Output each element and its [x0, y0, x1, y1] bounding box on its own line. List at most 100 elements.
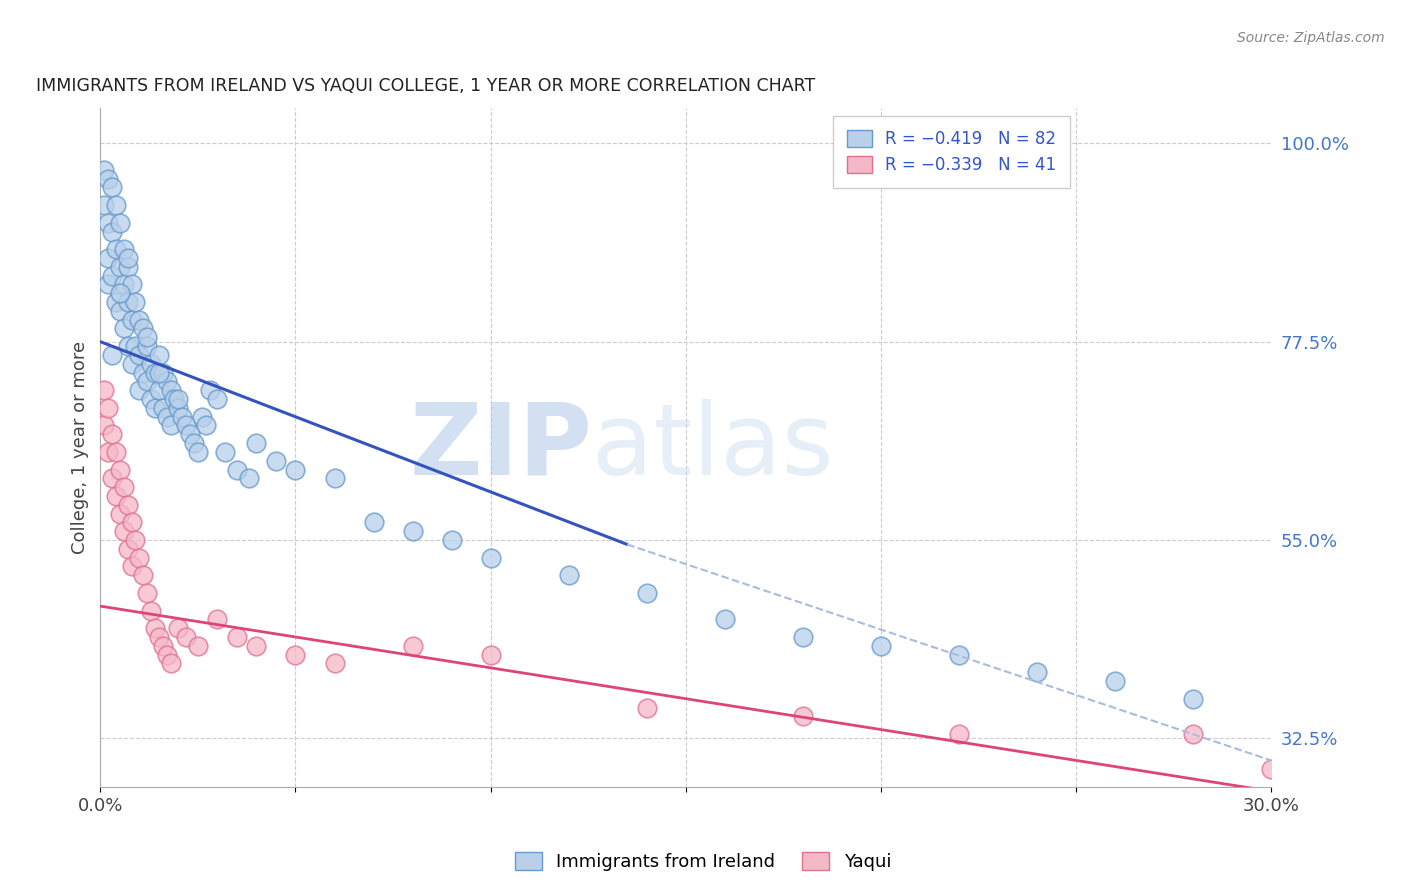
- Point: [132, 321, 155, 335]
- Text: IMMIGRANTS FROM IRELAND VS YAQUI COLLEGE, 1 YEAR OR MORE CORRELATION CHART: IMMIGRANTS FROM IRELAND VS YAQUI COLLEGE…: [37, 78, 815, 95]
- Point: [948, 648, 970, 662]
- Point: [713, 612, 735, 626]
- Point: [121, 516, 143, 530]
- Point: [159, 657, 181, 671]
- Point: [143, 401, 166, 415]
- Point: [121, 312, 143, 326]
- Point: [156, 375, 179, 389]
- Point: [101, 225, 124, 239]
- Point: [198, 383, 221, 397]
- Point: [148, 383, 170, 397]
- Point: [108, 260, 131, 274]
- Point: [143, 621, 166, 635]
- Point: [792, 630, 814, 644]
- Point: [101, 180, 124, 194]
- Point: [117, 498, 139, 512]
- Point: [139, 603, 162, 617]
- Point: [93, 418, 115, 433]
- Point: [104, 489, 127, 503]
- Point: [136, 375, 159, 389]
- Point: [363, 516, 385, 530]
- Point: [117, 251, 139, 265]
- Point: [323, 471, 346, 485]
- Point: [108, 462, 131, 476]
- Point: [245, 436, 267, 450]
- Point: [97, 401, 120, 415]
- Point: [159, 383, 181, 397]
- Point: [323, 657, 346, 671]
- Point: [97, 445, 120, 459]
- Point: [238, 471, 260, 485]
- Point: [101, 268, 124, 283]
- Text: Source: ZipAtlas.com: Source: ZipAtlas.com: [1237, 31, 1385, 45]
- Point: [401, 639, 423, 653]
- Point: [93, 198, 115, 212]
- Point: [174, 630, 197, 644]
- Point: [226, 462, 249, 476]
- Point: [101, 427, 124, 442]
- Point: [557, 568, 579, 582]
- Point: [143, 366, 166, 380]
- Point: [104, 242, 127, 256]
- Point: [156, 409, 179, 424]
- Point: [479, 550, 502, 565]
- Legend: Immigrants from Ireland, Yaqui: Immigrants from Ireland, Yaqui: [508, 845, 898, 879]
- Point: [112, 242, 135, 256]
- Point: [869, 639, 891, 653]
- Point: [117, 260, 139, 274]
- Point: [139, 392, 162, 406]
- Point: [1104, 674, 1126, 689]
- Point: [152, 639, 174, 653]
- Point: [194, 418, 217, 433]
- Point: [136, 586, 159, 600]
- Point: [93, 162, 115, 177]
- Point: [104, 198, 127, 212]
- Point: [121, 277, 143, 292]
- Point: [152, 401, 174, 415]
- Point: [245, 639, 267, 653]
- Point: [191, 409, 214, 424]
- Point: [159, 418, 181, 433]
- Point: [124, 533, 146, 547]
- Point: [207, 612, 229, 626]
- Point: [148, 348, 170, 362]
- Point: [108, 216, 131, 230]
- Point: [792, 709, 814, 723]
- Point: [121, 357, 143, 371]
- Point: [148, 630, 170, 644]
- Point: [207, 392, 229, 406]
- Point: [112, 480, 135, 494]
- Point: [183, 436, 205, 450]
- Point: [104, 445, 127, 459]
- Point: [97, 171, 120, 186]
- Point: [128, 348, 150, 362]
- Point: [187, 445, 209, 459]
- Point: [167, 621, 190, 635]
- Point: [128, 312, 150, 326]
- Text: ZIP: ZIP: [409, 399, 592, 496]
- Point: [108, 303, 131, 318]
- Point: [139, 357, 162, 371]
- Point: [156, 648, 179, 662]
- Point: [112, 321, 135, 335]
- Point: [132, 568, 155, 582]
- Point: [128, 383, 150, 397]
- Point: [93, 383, 115, 397]
- Point: [948, 727, 970, 741]
- Point: [124, 339, 146, 353]
- Point: [1026, 665, 1049, 680]
- Point: [101, 471, 124, 485]
- Point: [101, 348, 124, 362]
- Text: atlas: atlas: [592, 399, 834, 496]
- Point: [128, 550, 150, 565]
- Point: [112, 277, 135, 292]
- Point: [136, 339, 159, 353]
- Point: [636, 700, 658, 714]
- Point: [124, 295, 146, 310]
- Point: [97, 277, 120, 292]
- Point: [636, 586, 658, 600]
- Point: [104, 295, 127, 310]
- Point: [117, 339, 139, 353]
- Point: [112, 524, 135, 539]
- Point: [167, 401, 190, 415]
